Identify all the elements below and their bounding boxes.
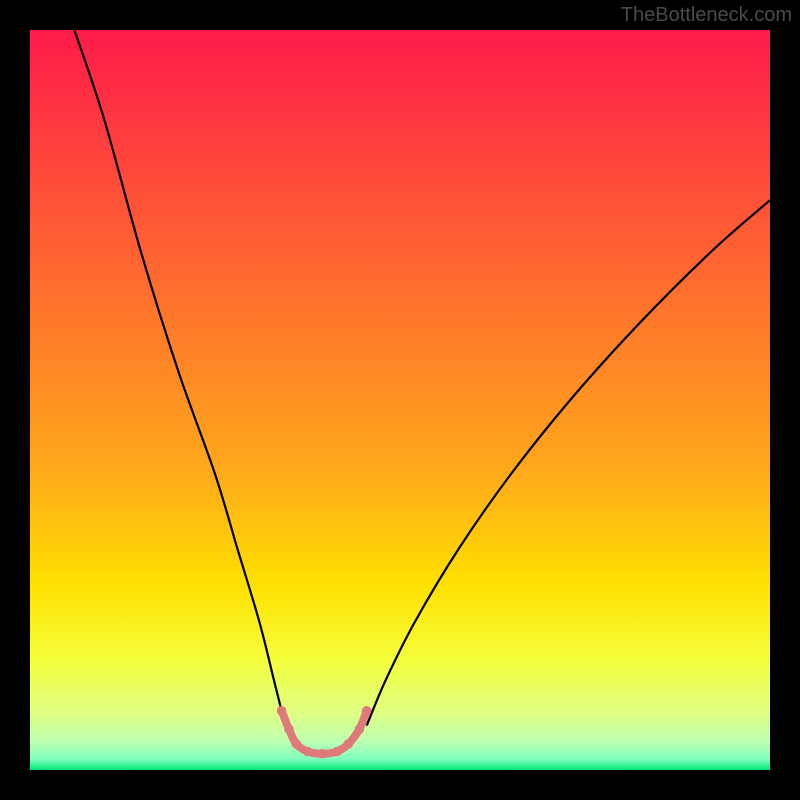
trough-dot [303, 747, 313, 757]
curve-left [74, 30, 285, 726]
plot-area [30, 30, 770, 770]
chart-container: TheBottleneck.com [0, 0, 800, 800]
trough-dot [355, 725, 365, 735]
trough-dot [332, 747, 342, 757]
trough-dot [277, 706, 287, 716]
trough-dot [318, 749, 328, 759]
curve-layer [30, 30, 770, 770]
trough-dot [343, 739, 353, 749]
curve-right [367, 200, 770, 725]
trough-dot [362, 706, 372, 716]
watermark-text: TheBottleneck.com [621, 4, 792, 27]
trough-dot [284, 725, 294, 735]
trough-dot [292, 739, 302, 749]
